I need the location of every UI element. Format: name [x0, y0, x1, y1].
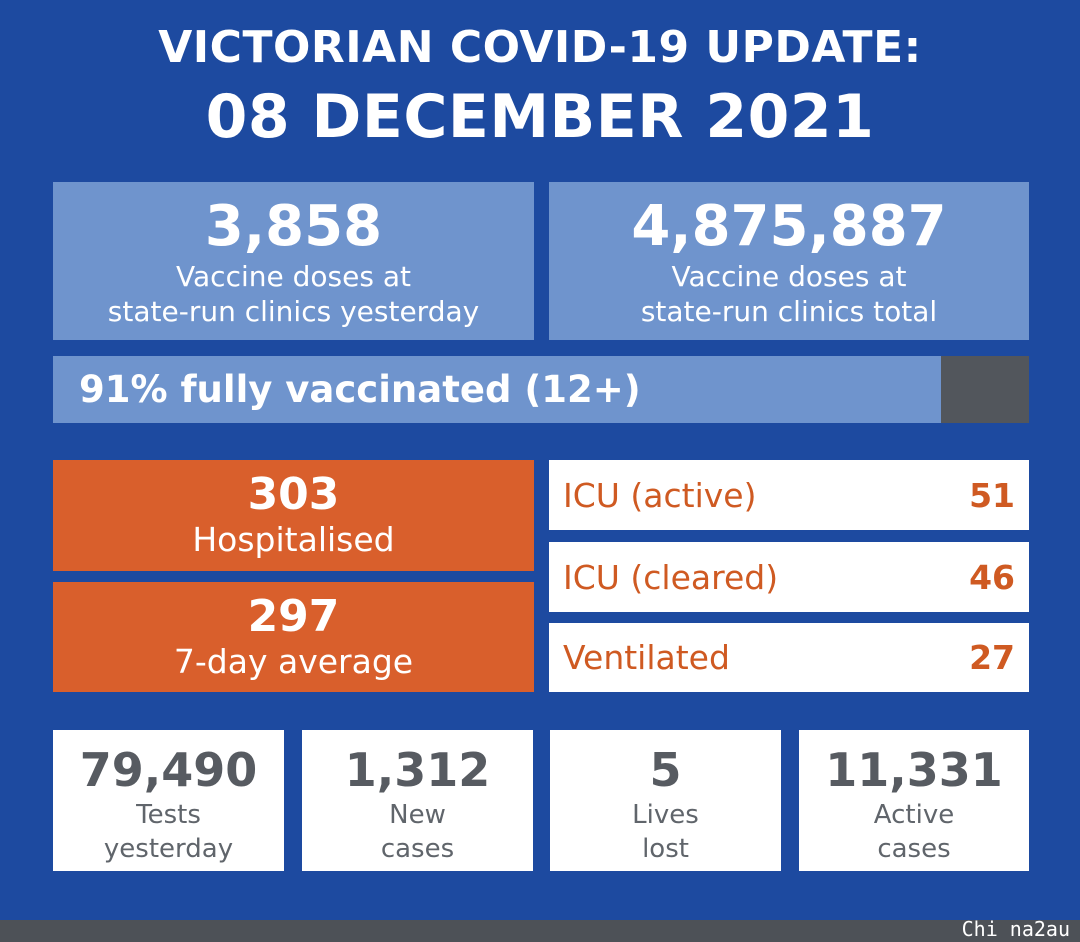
seven-day-average-panel: 297 7-day average — [53, 582, 534, 692]
vaccine-doses-yesterday-line2: state-run clinics yesterday — [107, 295, 480, 328]
update-date: 08 DECEMBER 2021 — [205, 82, 875, 152]
lives-lost-box: 5 Lives lost — [550, 730, 781, 871]
icu-active-value: 51 — [969, 475, 1015, 515]
fully-vaccinated-label: 91% fully vaccinated (12+) — [79, 368, 641, 411]
tests-yesterday-line1: Tests — [136, 800, 201, 830]
icu-active-row: ICU (active) 51 — [549, 460, 1029, 530]
ventilated-value: 27 — [969, 638, 1015, 677]
tests-yesterday-box: 79,490 Tests yesterday — [53, 730, 284, 871]
vaccine-doses-total-panel: 4,875,887 Vaccine doses at state-run cli… — [549, 182, 1029, 340]
hospitalised-label: Hospitalised — [192, 520, 395, 559]
vaccine-doses-yesterday-line1: Vaccine doses at — [176, 260, 411, 293]
icu-cleared-row: ICU (cleared) 46 — [549, 542, 1029, 612]
tests-yesterday-line2: yesterday — [103, 834, 234, 864]
icu-cleared-label: ICU (cleared) — [563, 557, 779, 597]
seven-day-average-label: 7-day average — [173, 642, 414, 681]
seven-day-average-value: 297 — [247, 591, 340, 642]
hospitalised-panel: 303 Hospitalised — [53, 460, 534, 571]
vaccine-doses-yesterday-panel: 3,858 Vaccine doses at state-run clinics… — [53, 182, 534, 340]
active-cases-line1: Active — [873, 800, 955, 830]
icu-active-label: ICU (active) — [563, 475, 757, 515]
hospitalised-value: 303 — [247, 469, 340, 520]
vaccine-doses-total-line1: Vaccine doses at — [671, 260, 907, 293]
new-cases-box: 1,312 New cases — [302, 730, 533, 871]
vaccine-doses-total-line2: state-run clinics total — [640, 295, 938, 328]
lives-lost-line1: Lives — [632, 800, 699, 830]
new-cases-line1: New — [389, 800, 446, 830]
ventilated-label: Ventilated — [563, 638, 730, 677]
tests-yesterday-value: 79,490 — [79, 743, 258, 797]
lives-lost-line2: lost — [642, 834, 689, 864]
new-cases-line2: cases — [380, 834, 455, 864]
watermark: Chi na2au — [961, 917, 1070, 941]
active-cases-line2: cases — [877, 834, 951, 864]
page-title: VICTORIAN COVID-19 UPDATE: — [158, 22, 922, 73]
ventilated-row: Ventilated 27 — [549, 623, 1029, 692]
icu-cleared-value: 46 — [969, 557, 1015, 597]
active-cases-box: 11,331 Active cases — [799, 730, 1029, 871]
new-cases-value: 1,312 — [344, 743, 491, 797]
fully-vaccinated-progress-bar: 91% fully vaccinated (12+) — [53, 356, 1029, 423]
active-cases-value: 11,331 — [825, 743, 1003, 797]
footer-strip — [0, 920, 1080, 942]
fully-vaccinated-progress-fill — [53, 356, 942, 423]
vaccine-doses-total-value: 4,875,887 — [631, 194, 947, 259]
lives-lost-value: 5 — [649, 743, 682, 797]
vaccine-doses-yesterday-value: 3,858 — [204, 194, 383, 259]
